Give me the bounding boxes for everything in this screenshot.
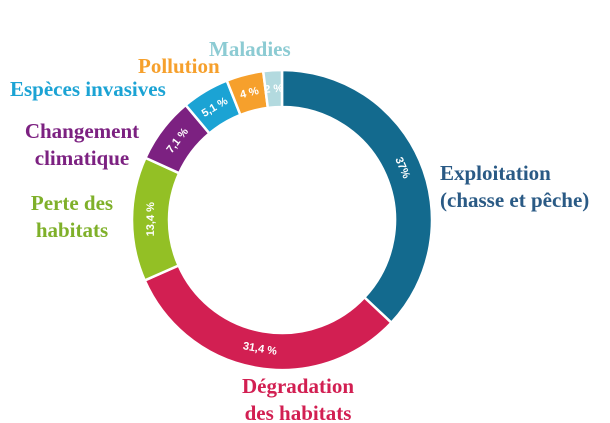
value-label-perte-des: 13,4 % bbox=[145, 202, 157, 237]
category-label-exploitation: Exploitation (chasse et pêche) bbox=[440, 161, 589, 212]
slice-exploitation bbox=[280, 68, 434, 325]
slice-maladies bbox=[261, 68, 284, 110]
category-label-changement: Changement climatique bbox=[25, 119, 139, 170]
value-label-maladies: 2 % bbox=[264, 83, 284, 96]
value-label-degradation: 31,4 % bbox=[242, 340, 278, 358]
category-label-maladies: Maladies bbox=[209, 37, 291, 61]
category-label-pollution: Pollution bbox=[138, 54, 220, 78]
category-label-degradation: Dégradation des habitats bbox=[242, 374, 354, 423]
category-label-perte-des: Perte des habitats bbox=[31, 191, 113, 242]
value-label-pollution: 4 % bbox=[239, 85, 261, 101]
category-label-especes-invasives: Espèces invasives bbox=[10, 77, 166, 101]
